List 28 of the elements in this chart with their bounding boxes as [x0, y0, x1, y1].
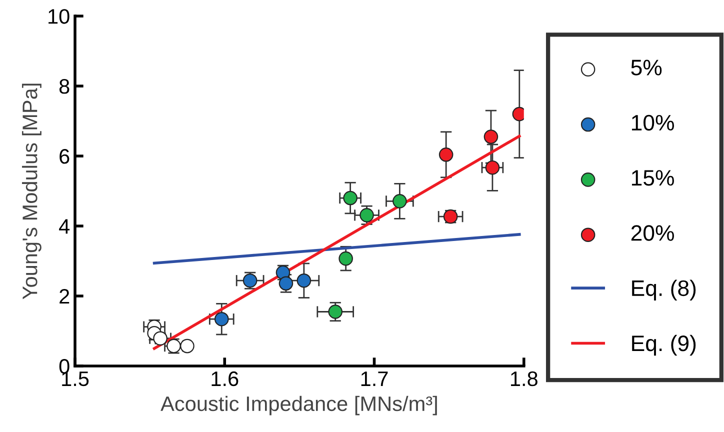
point	[360, 208, 374, 222]
point	[180, 338, 194, 354]
y-tick-label: 4	[59, 219, 70, 234]
point	[328, 304, 342, 319]
y-tick-label: 6	[60, 149, 70, 164]
y-tick-label: 8	[59, 79, 70, 94]
x-tick-label: 1.8	[510, 371, 538, 386]
point	[485, 160, 500, 175]
x-tick-label: 1.7	[361, 372, 388, 386]
legend-label: Eq. (8)	[632, 280, 696, 300]
x-tick-label: 1.6	[212, 371, 238, 386]
x-axis-title: Acoustic Impedance [MNs/m³]	[160, 396, 437, 416]
legend-label: Eq. (9)	[632, 334, 696, 356]
point	[484, 130, 498, 144]
y-axis-title: Young's Modulus [MPa]	[22, 84, 42, 300]
point	[338, 251, 353, 266]
point	[392, 194, 407, 208]
point	[438, 147, 454, 162]
x-tick-label: 1.5	[62, 372, 89, 386]
point	[214, 312, 229, 326]
y-tick-label: 2	[60, 289, 70, 304]
point	[343, 190, 358, 206]
legend-label: 10%	[632, 114, 674, 131]
y-tick-label: 10	[48, 9, 70, 24]
legend-label: 20%	[631, 225, 674, 241]
legend-label: 5%	[631, 60, 662, 76]
point	[296, 273, 312, 288]
legend-label: 15%	[632, 170, 674, 186]
